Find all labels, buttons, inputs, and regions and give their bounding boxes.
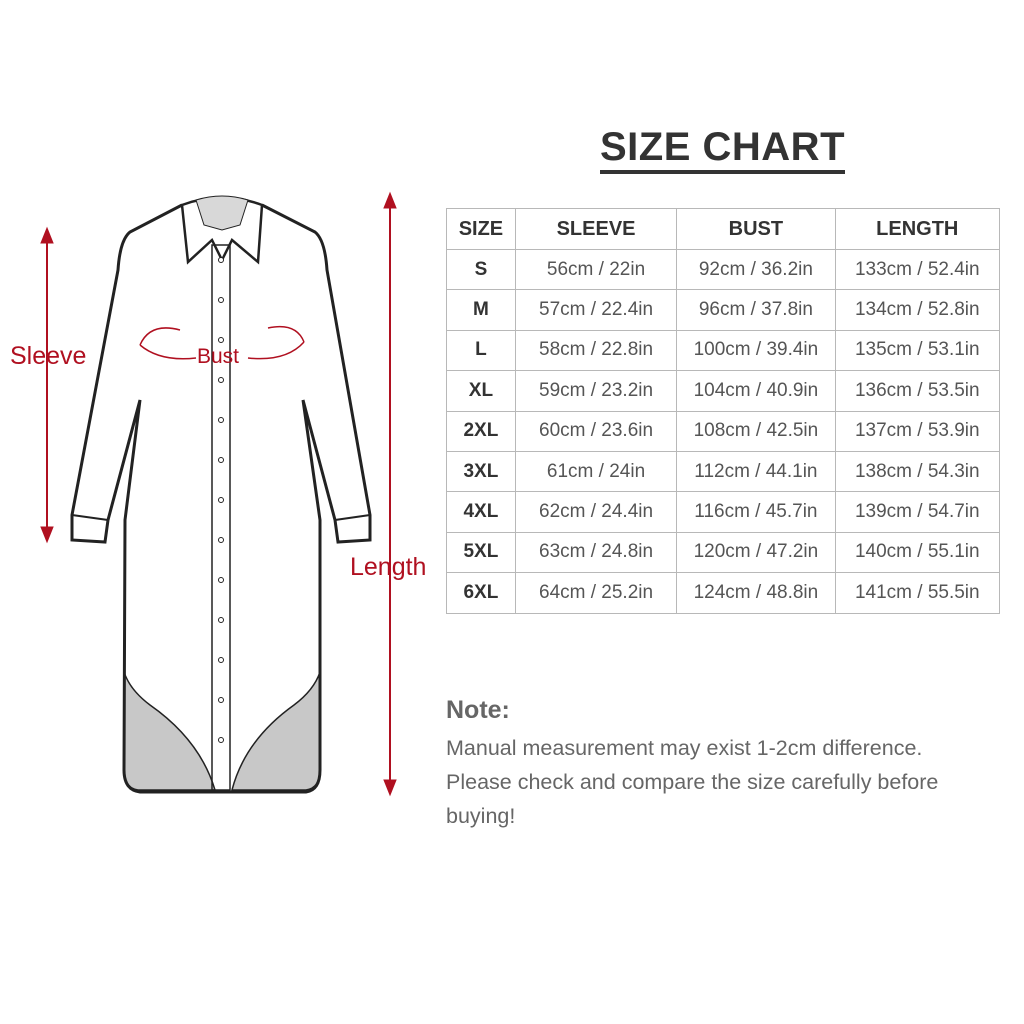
dress-outline <box>70 203 372 794</box>
bust-marker <box>139 325 305 360</box>
measurement-cell: 141cm / 55.5in <box>834 572 1001 614</box>
note-line: Manual measurement may exist 1-2cm diffe… <box>446 736 923 760</box>
bust-label: Bust <box>197 345 240 368</box>
table-header-row: SIZE SLEEVE BUST LENGTH <box>446 208 1001 250</box>
left-hem-panel <box>123 671 217 791</box>
measurement-cell: 138cm / 54.3in <box>834 450 1001 493</box>
measurement-cell: 61cm / 24in <box>514 450 678 493</box>
note-line: buying! <box>446 804 516 828</box>
measurement-cell: 116cm / 45.7in <box>676 491 836 533</box>
length-arrow <box>383 191 397 797</box>
table-row: 5XL 63cm / 24.8in 120cm / 47.2in 140cm / 55… <box>446 531 1001 574</box>
measurement-cell: 120cm / 47.2in <box>676 531 836 574</box>
measurement-cell: 92cm / 36.2in <box>676 248 836 291</box>
table-row: L 58cm / 22.8in 100cm / 39.4in 135cm / 53.1… <box>446 329 1001 372</box>
size-cell: 3XL <box>446 450 516 493</box>
measurement-cell: 58cm / 22.8in <box>514 329 678 372</box>
measurement-cell: 112cm / 44.1in <box>676 450 836 493</box>
length-label: Length <box>350 553 427 581</box>
measurement-cell: 139cm / 54.7in <box>834 491 1001 533</box>
table-row: S 56cm / 22in 92cm / 36.2in 133cm / 52.4in <box>446 248 1001 291</box>
measurement-cell: 57cm / 22.4in <box>514 289 678 331</box>
table-row: 3XL 61cm / 24in 112cm / 44.1in 138cm / 54.3… <box>446 450 1001 493</box>
button-placket <box>211 244 231 791</box>
size-cell: S <box>446 248 516 291</box>
sleeve-label: Sleeve <box>10 342 87 370</box>
measurement-cell: 60cm / 23.6in <box>514 410 678 452</box>
measurement-cell: 133cm / 52.4in <box>834 248 1001 291</box>
note-line: Please check and compare the size carefu… <box>446 770 939 794</box>
note-section: Note: Manual measurement may exist 1-2cm… <box>446 696 1016 833</box>
measurement-cell: 137cm / 53.9in <box>834 410 1001 452</box>
size-cell: 5XL <box>446 531 516 574</box>
measurement-cell: 96cm / 37.8in <box>676 289 836 331</box>
sleeve-arrow <box>40 226 54 544</box>
measurement-cell: 63cm / 24.8in <box>514 531 678 574</box>
table-row: 2XL 60cm / 23.6in 108cm / 42.5in 137cm / 53… <box>446 410 1001 452</box>
table-row: M 57cm / 22.4in 96cm / 37.8in 134cm / 52.8i… <box>446 289 1001 331</box>
measurement-cell: 124cm / 48.8in <box>676 572 836 614</box>
column-header: SLEEVE <box>514 208 678 250</box>
measurement-cell: 136cm / 53.5in <box>834 370 1001 412</box>
measurement-cell: 62cm / 24.4in <box>514 491 678 533</box>
measurement-cell: 108cm / 42.5in <box>676 410 836 452</box>
table-row: 4XL 62cm / 24.4in 116cm / 45.7in 139cm / 54… <box>446 491 1001 533</box>
size-cell: XL <box>446 370 516 412</box>
table-row: 6XL 64cm / 25.2in 124cm / 48.8in 141cm / 55… <box>446 572 1001 614</box>
measurement-cell: 135cm / 53.1in <box>834 329 1001 372</box>
column-header: LENGTH <box>834 208 1001 250</box>
column-header: SIZE <box>446 208 516 250</box>
measurement-cell: 104cm / 40.9in <box>676 370 836 412</box>
buttons <box>218 257 224 743</box>
size-cell: 4XL <box>446 491 516 533</box>
measurement-cell: 134cm / 52.8in <box>834 289 1001 331</box>
size-cell: L <box>446 329 516 372</box>
column-header: BUST <box>676 208 836 250</box>
size-cell: 2XL <box>446 410 516 452</box>
measurement-cell: 140cm / 55.1in <box>834 531 1001 574</box>
right-hem-panel <box>231 671 321 791</box>
size-cell: M <box>446 289 516 331</box>
measurement-cell: 56cm / 22in <box>514 248 678 291</box>
size-table: SIZE SLEEVE BUST LENGTH S 56cm / 22in 92cm… <box>446 208 1001 614</box>
measurement-cell: 64cm / 25.2in <box>514 572 678 614</box>
measurement-cell: 59cm / 23.2in <box>514 370 678 412</box>
page-title: SIZE CHART <box>600 124 845 174</box>
note-title: Note: <box>446 696 510 724</box>
measurement-cell: 100cm / 39.4in <box>676 329 836 372</box>
size-cell: 6XL <box>446 572 516 614</box>
table-row: XL 59cm / 23.2in 104cm / 40.9in 136cm / 53.… <box>446 370 1001 412</box>
